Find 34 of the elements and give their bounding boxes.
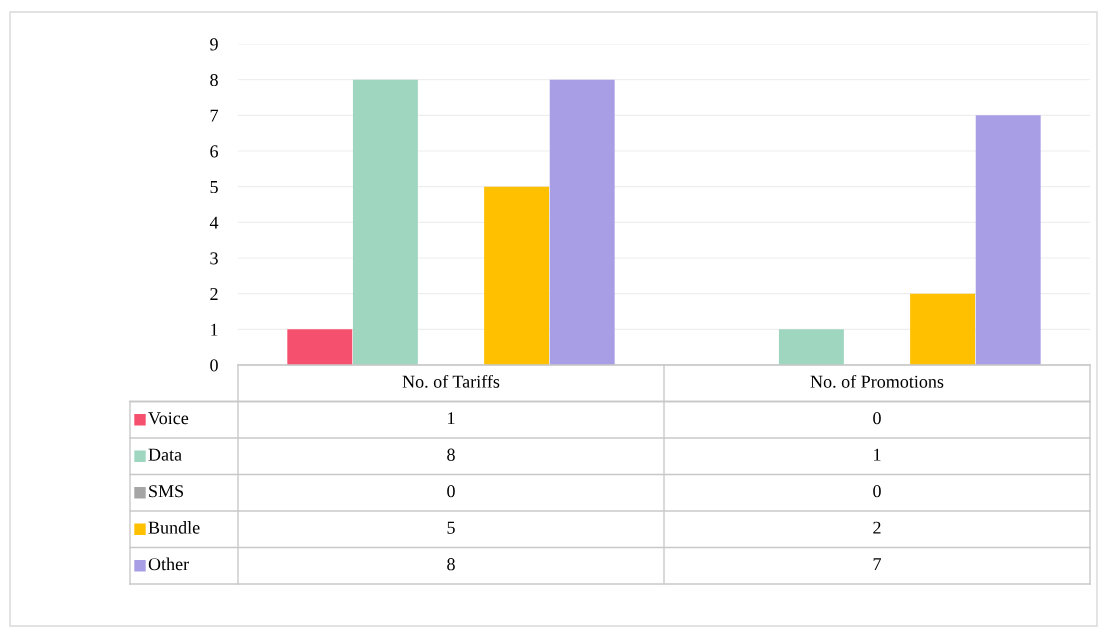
data-label: 0 [447, 485, 455, 498]
data-label: 1 [874, 448, 881, 461]
legend-label: Other [148, 557, 189, 571]
bar [352, 79, 418, 365]
legend-label: Voice [148, 412, 189, 425]
data-label: 8 [447, 448, 455, 461]
bar [549, 79, 615, 365]
data-label: 5 [447, 521, 455, 534]
legend-label: Data [148, 448, 182, 461]
y-tick-label: 8 [210, 73, 218, 87]
bar [484, 186, 550, 365]
data-label: 0 [873, 412, 881, 425]
bar [778, 329, 844, 365]
x-tick-label: No. of Tariffs [402, 374, 500, 388]
y-tick-label: 6 [210, 145, 219, 158]
y-tick-label: 2 [210, 287, 218, 300]
data-label: 7 [873, 558, 881, 571]
y-tick-label: 7 [210, 109, 219, 122]
x-tick-label: No. of Promotions [810, 374, 944, 388]
bar [975, 115, 1041, 365]
y-tick-label: 5 [210, 181, 218, 194]
legend-label: Bundle [148, 521, 200, 534]
bar [287, 329, 353, 365]
y-tick-label: 1 [211, 323, 218, 336]
y-tick-label: 9 [210, 38, 218, 51]
bar [910, 293, 976, 365]
data-label: 0 [873, 485, 881, 498]
data-label: 2 [873, 521, 881, 534]
y-tick-label: 0 [210, 359, 218, 372]
data-label: 1 [448, 412, 455, 425]
y-tick-label: 4 [209, 216, 219, 229]
legend-label: SMS [149, 485, 184, 498]
data-label: 8 [447, 558, 455, 571]
y-tick-label: 3 [210, 252, 218, 265]
